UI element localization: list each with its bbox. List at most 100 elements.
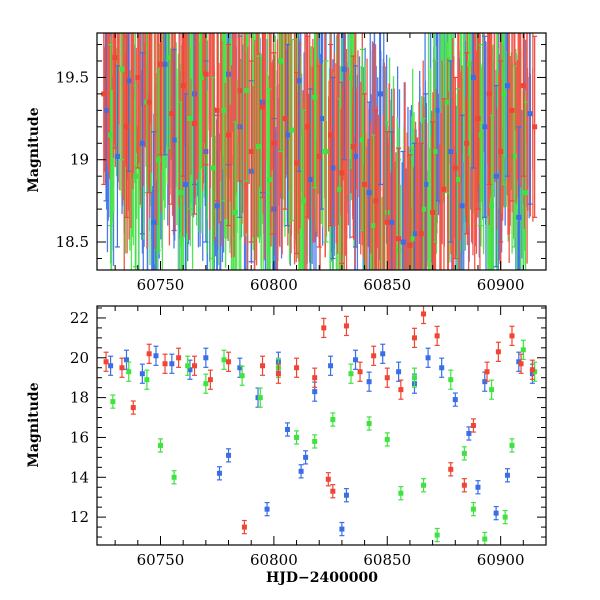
bottom-data-point: [103, 351, 109, 372]
top-data-point: [294, 71, 300, 255]
bottom-data-point: [371, 345, 377, 366]
top-data-point: [112, 33, 118, 149]
top-y-tick-label: 19: [70, 151, 89, 169]
top-panel: 60750 60800 60850 60900 18.5 19 19.5 Magnitude: [26, 32, 547, 294]
bottom-data-point: [398, 379, 404, 400]
top-data-point: [373, 109, 379, 270]
bottom-data-point: [328, 355, 334, 376]
bottom-data-point: [529, 359, 535, 380]
bottom-data-point: [434, 527, 440, 543]
bottom-data-point: [312, 367, 318, 388]
bottom-y-tick-label: 16: [70, 428, 89, 446]
bottom-data-point: [489, 379, 495, 400]
bottom-data-point: [493, 505, 499, 521]
bottom-data-point: [470, 418, 476, 433]
bottom-data-point: [509, 438, 515, 453]
bottom-y-tick-label: 12: [70, 508, 89, 526]
bottom-data-point: [171, 470, 177, 485]
top-data-point: [464, 52, 470, 235]
bottom-data-point: [461, 478, 467, 493]
bottom-data-point: [448, 369, 454, 390]
top-data-point: [255, 55, 261, 238]
bottom-data-point: [157, 438, 163, 453]
top-data-point: [307, 88, 313, 270]
bottom-data-point: [241, 519, 247, 535]
top-data-point: [266, 88, 272, 270]
top-data-point: [146, 33, 152, 194]
top-data-point: [509, 33, 515, 202]
top-data-point: [316, 65, 322, 248]
bottom-plot-frame: [96, 305, 547, 546]
top-data-point: [443, 33, 449, 194]
top-data-point: [523, 101, 529, 270]
top-data-point: [384, 131, 390, 270]
top-data-point: [126, 33, 132, 172]
bottom-data-point: [192, 355, 198, 376]
bottom-data-point: [330, 412, 336, 427]
top-data-point: [493, 85, 499, 268]
top-data-point: [305, 35, 311, 218]
top-data-point: [300, 109, 306, 270]
bottom-data-point: [339, 521, 345, 537]
bottom-data-point: [294, 430, 300, 445]
top-data-point: [296, 33, 302, 172]
top-data-point: [350, 55, 356, 238]
top-data-point: [123, 35, 129, 218]
top-data-point: [366, 101, 372, 270]
top-data-point: [407, 154, 413, 270]
top-x-tick-label: 60750: [137, 276, 185, 294]
top-data-point: [418, 142, 424, 270]
top-data-point: [151, 131, 157, 270]
top-data-point: [323, 60, 329, 243]
bottom-data-point: [260, 355, 266, 376]
top-data-point: [103, 33, 109, 202]
bottom-data-point: [226, 448, 232, 463]
bottom-x-tick-label: 60900: [477, 551, 525, 569]
bottom-data-point: [353, 349, 359, 370]
bottom-data-point: [448, 462, 454, 477]
bottom-data-point: [239, 365, 245, 386]
bottom-y-tick-label: 14: [70, 468, 89, 486]
top-data-point: [396, 147, 402, 270]
top-data-point: [114, 65, 120, 248]
top-data-point: [362, 93, 368, 270]
bottom-panel: 60750 60800 60850 60900 12 14 16 18 20 22 Magnitu…: [26, 305, 547, 586]
bottom-data-point: [384, 367, 390, 388]
bottom-data-point: [203, 347, 209, 368]
top-y-axis-title: Magnitude: [26, 107, 42, 192]
top-data-point: [498, 60, 504, 243]
bottom-data-point: [425, 347, 431, 368]
top-data-point: [459, 114, 465, 270]
top-data-point: [455, 88, 461, 270]
bottom-x-tick-label: 60800: [250, 551, 298, 569]
bottom-data-point: [185, 355, 191, 376]
top-plot-frame: [96, 32, 547, 271]
bottom-data-point: [434, 325, 440, 347]
top-data-point: [133, 85, 139, 268]
top-data-point: [135, 33, 141, 169]
bottom-data-point: [366, 416, 372, 431]
bottom-data-point: [203, 373, 209, 394]
bottom-data-point: [421, 478, 427, 493]
bottom-data-point: [216, 466, 222, 481]
top-data-point: [409, 147, 415, 270]
bottom-data-point: [520, 339, 526, 360]
top-data-point: [157, 33, 163, 156]
top-data-point: [319, 33, 324, 210]
top-data-point: [337, 98, 343, 270]
bottom-x-tick-label: 60750: [137, 551, 185, 569]
top-data-point: [482, 35, 488, 218]
top-series-3: [101, 33, 538, 270]
top-data-point: [182, 93, 188, 270]
bottom-data-point: [343, 315, 349, 337]
bottom-data-point: [398, 486, 404, 501]
bottom-data-point: [108, 355, 114, 376]
top-data-point: [119, 33, 125, 161]
bottom-data-point: [284, 422, 290, 437]
bottom-data-point: [461, 446, 467, 461]
top-data-point: [441, 98, 447, 270]
bottom-data-point: [153, 345, 159, 366]
bottom-data-point: [470, 501, 476, 517]
top-data-point: [328, 43, 334, 227]
